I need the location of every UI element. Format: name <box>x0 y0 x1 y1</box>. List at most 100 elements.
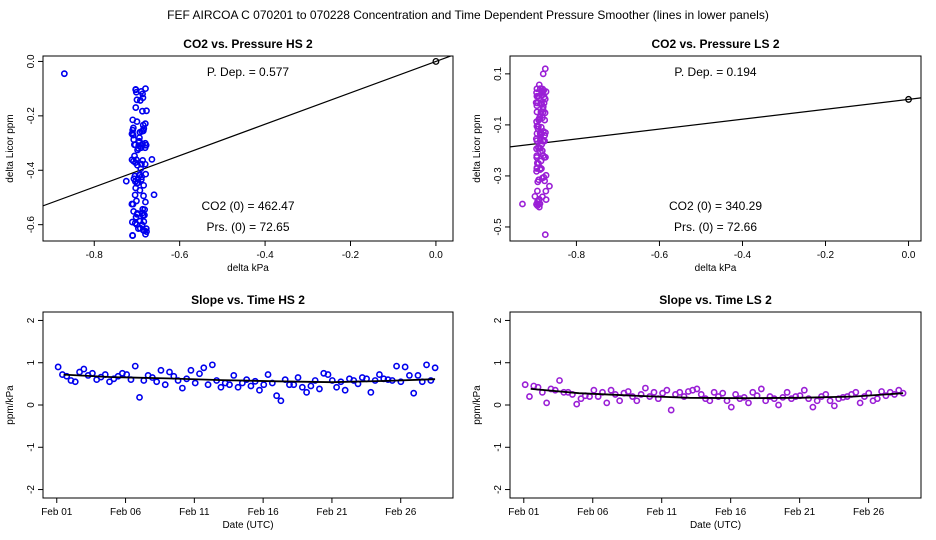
ls-time-point <box>586 393 593 400</box>
ls-time-point <box>676 388 684 396</box>
ls-time-y-tick-label: 2 <box>493 317 504 323</box>
ls-pressure-y-axis-label: delta Licor ppm <box>472 114 483 182</box>
ls-pressure-point <box>541 231 549 239</box>
hs-pressure-p-dep-annotation: P. Dep. = 0.577 <box>207 65 290 79</box>
hs-pressure-point <box>131 219 139 227</box>
ls-pressure-title: CO2 vs. Pressure LS 2 <box>651 37 779 51</box>
ls-pressure-point <box>541 177 549 185</box>
hs-time-point <box>256 386 263 394</box>
ls-time-point <box>659 389 666 397</box>
hs-pressure-point <box>141 211 148 219</box>
ls-pressure-x-tick-label: -0.2 <box>817 250 835 261</box>
ls-pressure-plot-frame <box>509 55 922 242</box>
ls-time-panel: Slope vs. Time LS 2 Feb 01 Feb 06 Feb 11 Feb… <box>472 293 922 531</box>
ls-pressure-point <box>535 81 543 89</box>
hs-time-x-tick-label: Feb 21 <box>316 507 348 518</box>
ls-pressure-co2-zero-annotation: CO2 (0) = 340.29 <box>669 199 762 213</box>
ls-time-point <box>526 393 533 400</box>
hs-time-y-tick-label: 1 <box>26 360 37 366</box>
ls-time-point <box>521 381 529 389</box>
ls-pressure-point <box>539 70 547 78</box>
ls-time-point <box>633 397 641 405</box>
hs-pressure-x-tick-label: -0.8 <box>86 250 104 261</box>
hs-pressure-point <box>130 136 138 143</box>
hs-time-x-axis-label: Date (UTC) <box>222 520 273 531</box>
ls-pressure-point <box>533 89 540 96</box>
hs-pressure-point <box>128 200 136 208</box>
hs-pressure-point <box>138 160 145 168</box>
ls-pressure-point <box>532 99 540 107</box>
ls-time-point <box>727 403 735 411</box>
ls-pressure-y-tick-label: -0.5 <box>493 218 504 236</box>
ls-time-point <box>775 401 782 409</box>
hs-time-point <box>153 378 161 386</box>
hs-pressure-point <box>142 170 150 178</box>
hs-pressure-point <box>141 144 149 152</box>
ls-time-point <box>749 388 757 396</box>
hs-time-point <box>367 388 375 396</box>
hs-pressure-point <box>136 186 144 194</box>
ls-time-point <box>757 385 765 393</box>
hs-time-point <box>350 377 358 384</box>
hs-pressure-y-tick-label: -0.6 <box>26 216 37 234</box>
hs-time-point <box>136 393 143 401</box>
hs-pressure-point <box>136 134 143 142</box>
ls-time-point <box>852 388 860 396</box>
ls-pressure-y-tick-label: -0.1 <box>493 116 504 134</box>
ls-pressure-point <box>537 164 545 172</box>
hs-pressure-point <box>139 107 146 115</box>
ls-pressure-p-dep-annotation: P. Dep. = 0.194 <box>674 65 757 79</box>
hs-pressure-point <box>150 191 158 199</box>
ls-time-point <box>809 403 817 411</box>
ls-pressure-point <box>541 116 549 124</box>
ls-pressure-x-axis-label: delta kPa <box>695 263 737 274</box>
hs-time-point <box>307 382 315 390</box>
hs-time-y-tick-label: 0 <box>26 402 37 408</box>
hs-time-point <box>217 383 225 391</box>
ls-time-point <box>667 406 675 414</box>
ls-pressure-point <box>536 85 544 93</box>
ls-time-point <box>706 397 714 405</box>
hs-pressure-point <box>140 192 147 200</box>
hs-pressure-point <box>133 96 141 104</box>
hs-pressure-x-axis-label: delta kPa <box>227 263 269 274</box>
hs-pressure-point <box>141 160 149 168</box>
ls-time-point <box>637 391 645 398</box>
ls-time-y-tick-label: -2 <box>493 485 504 494</box>
ls-pressure-point <box>537 108 545 116</box>
hs-time-point <box>376 371 383 378</box>
hs-pressure-point <box>130 157 137 165</box>
hs-time-point <box>200 364 208 372</box>
hs-time-point <box>196 370 203 378</box>
hs-time-point <box>191 379 199 387</box>
hs-time-x-tick-label: Feb 06 <box>110 507 142 518</box>
ls-time-point <box>882 392 890 400</box>
ls-pressure-point <box>519 200 526 208</box>
ls-time-point <box>590 386 598 394</box>
ls-time-point <box>878 388 885 395</box>
hs-time-point <box>397 378 405 386</box>
hs-time-point <box>161 381 169 389</box>
hs-time-y-tick-label: 2 <box>26 317 37 323</box>
ls-time-point <box>573 400 581 408</box>
ls-pressure-point <box>534 178 542 186</box>
ls-time-point <box>826 397 834 405</box>
figure-title: FEF AIRCOA C 070201 to 070228 Concentrat… <box>167 8 769 22</box>
hs-pressure-point <box>129 232 137 239</box>
ls-time-point <box>693 385 701 393</box>
hs-pressure-point <box>138 127 146 135</box>
hs-pressure-point <box>143 107 150 115</box>
ls-pressure-point <box>541 95 549 103</box>
ls-pressure-point <box>542 187 550 195</box>
ls-pressure-point <box>531 192 539 200</box>
ls-time-x-tick-label: Feb 21 <box>784 507 816 518</box>
ls-pressure-panel: CO2 vs. Pressure LS 2 -0.8 -0.6 -0.4 -0.2 0.0… <box>472 37 922 274</box>
hs-time-point <box>427 377 435 384</box>
ls-pressure-x-tick-label: 0.0 <box>902 250 916 261</box>
ls-time-point <box>719 389 727 397</box>
ls-time-point <box>800 386 808 394</box>
hs-time-point <box>341 386 349 394</box>
ls-time-point <box>577 395 585 403</box>
hs-time-x-tick-label: Feb 11 <box>179 507 210 518</box>
